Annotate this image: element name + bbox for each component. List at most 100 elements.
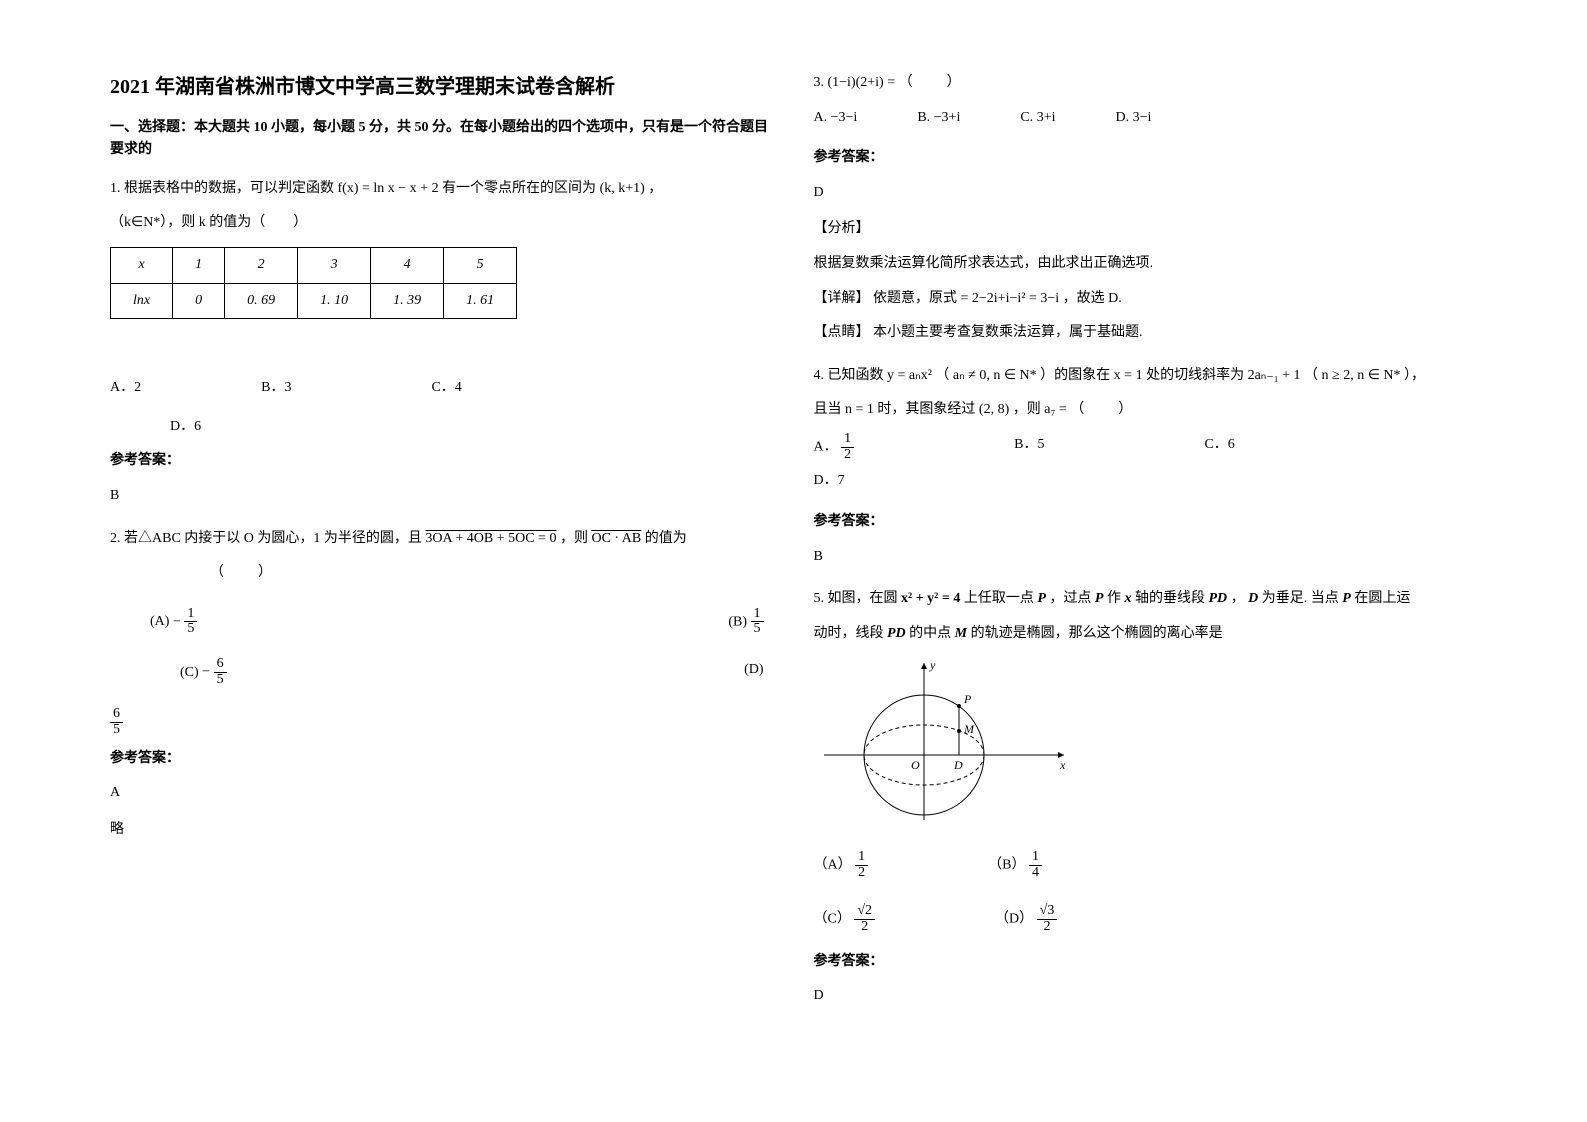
q4-formula2: 2aₙ₋₁ + 1 <box>1248 368 1301 383</box>
q1-text: 1. 根据表格中的数据，可以判定函数 f(x) = ln x − x + 2 有… <box>110 176 774 203</box>
opt-val: −3+i <box>934 110 961 125</box>
numerator: 1 <box>841 432 854 448</box>
q2-text: 2. 若△ABC 内接于以 O 为圆心，1 为半径的圆，且 3OA + 4OB … <box>110 526 774 553</box>
option-c: C. 3+i <box>1020 105 1055 132</box>
answer-value: A <box>110 780 774 807</box>
denominator: 2 <box>1037 920 1058 935</box>
q5-line2: 动时，线段 PD 的中点 M 的轨迹是椭圆，那么这个椭圆的离心率是 <box>814 621 1478 648</box>
q5-text-c: ，过点 <box>1049 591 1091 606</box>
q2-o: O <box>244 531 254 546</box>
q5-l2-b: 的中点 <box>909 626 951 641</box>
q5-l2-c: 的轨迹是椭圆，那么这个椭圆的离心率是 <box>971 626 1223 641</box>
table-header: 5 <box>444 247 517 283</box>
answer-label: 参考答案： <box>814 949 1478 976</box>
question-3: 3. (1−i)(2+i) = （ ） A. −3−i B. −3+i C. 3… <box>814 70 1478 347</box>
opt-label: D. <box>1115 110 1129 125</box>
option-a: A. −3−i <box>814 105 858 132</box>
question-1: 1. 根据表格中的数据，可以判定函数 f(x) = ln x − x + 2 有… <box>110 176 774 510</box>
option-b: B．3 <box>261 375 291 402</box>
q4-text-d: 处的切线斜率为 <box>1146 368 1244 383</box>
opt-val: −3−i <box>831 110 858 125</box>
numerator: √3 <box>1037 904 1058 920</box>
q4-text-b: （ <box>935 368 949 383</box>
q4-formula1: y = aₙx² <box>887 368 932 383</box>
q2-text-d: 的值为 <box>645 531 687 546</box>
frac: √2 2 <box>854 904 875 934</box>
right-column: 3. (1−i)(2+i) = （ ） A. −3−i B. −3+i C. 3… <box>794 70 1498 1052</box>
section-heading: 一、选择题：本大题共 10 小题，每小题 5 分，共 50 分。在每小题给出的四… <box>110 117 774 162</box>
q2-number: 2. <box>110 531 121 546</box>
question-2: 2. 若△ABC 内接于以 O 为圆心，1 为半径的圆，且 3OA + 4OB … <box>110 526 774 844</box>
frac: 1 2 <box>855 850 868 880</box>
table-cell: 1. 61 <box>444 283 517 319</box>
option-b-wrap: (B) 1 5 <box>728 607 763 637</box>
option-a-frac: 1 2 <box>841 432 854 462</box>
option-d-frac-row: 6 5 <box>110 707 774 737</box>
numerator: 1 <box>1029 850 1042 866</box>
q4-cond4: n = 1 <box>845 402 874 417</box>
q1-table: x 1 2 3 4 5 lnx 0 0. 69 1. 10 1. 39 1. 6… <box>110 247 517 319</box>
opt-label: C. <box>1020 110 1033 125</box>
question-4: 4. 已知函数 y = aₙx² （ aₙ ≠ 0, n ∈ N* ）的图象在 … <box>814 363 1478 570</box>
diagram-svg: y x O P M D <box>814 655 1074 825</box>
denominator: 5 <box>751 622 764 637</box>
q3-options: A. −3−i B. −3+i C. 3+i D. 3−i <box>814 105 1478 138</box>
q2-paren: （ ） <box>210 560 774 587</box>
q2-text-b: 为圆心，1 为半径的圆，且 <box>257 531 422 546</box>
q4-cond1: aₙ ≠ 0, n ∈ N* <box>953 368 1037 383</box>
option-a-sign: − <box>173 614 181 629</box>
option-b-frac: 1 5 <box>751 607 764 637</box>
table-cell: 1. 39 <box>371 283 444 319</box>
answer-value: D <box>814 983 1478 1010</box>
denominator: 2 <box>855 866 868 881</box>
option-d: D．6 <box>170 414 774 441</box>
q2-formula2: OC · AB <box>591 531 641 546</box>
option-a: （A） 1 2 <box>814 850 869 880</box>
numerator: √2 <box>854 904 875 920</box>
q5-circle-eq: x² + y² = 4 <box>901 591 960 606</box>
q5-text-d: 作 <box>1107 591 1121 606</box>
q5-P2: P <box>1095 591 1104 606</box>
detail-line: 【详解】 依题意，原式 = 2−2i+i−i² = 3−i ，故选 D. <box>814 286 1478 313</box>
q4-cond3: n ≥ 2, n ∈ N* <box>1322 368 1401 383</box>
numerator: 1 <box>184 607 197 623</box>
q5-text-e: 轴的垂线段 <box>1135 591 1205 606</box>
analysis-label: 【分析】 <box>814 216 1478 243</box>
option-c-frac: 6 5 <box>214 657 227 687</box>
denominator: 2 <box>841 448 854 463</box>
analysis-text: 根据复数乘法运算化简所求表达式，由此求出正确选项. <box>814 251 1478 278</box>
table-header: 3 <box>298 247 371 283</box>
opt-val: 3+i <box>1037 110 1056 125</box>
q4-number: 4. <box>814 368 825 383</box>
label-x: x <box>1059 758 1066 772</box>
answer-label: 参考答案： <box>814 145 1478 172</box>
opt-label: （C） <box>814 912 851 927</box>
answer-label: 参考答案： <box>110 448 774 475</box>
option-c: C．6 <box>1204 432 1234 462</box>
detail-label: 【详解】 <box>814 291 870 306</box>
q5-line1: 5. 如图，在圆 x² + y² = 4 上任取一点 P ，过点 P 作 x 轴… <box>814 586 1478 613</box>
q4-target: a₇ = <box>1044 402 1067 417</box>
q5-text-h: 在圆上运 <box>1354 591 1410 606</box>
q4-text-a: 已知函数 <box>828 368 884 383</box>
q5-text-b: 上任取一点 <box>964 591 1034 606</box>
q4-l2-c: ，则 <box>1013 402 1041 417</box>
option-b: （B） 1 4 <box>988 850 1042 880</box>
paren: （ ） <box>899 75 963 90</box>
q5-text-a: 如图，在圆 <box>828 591 898 606</box>
question-5: 5. 如图，在圆 x² + y² = 4 上任取一点 P ，过点 P 作 x 轴… <box>814 586 1478 1010</box>
label-D: D <box>953 758 963 772</box>
opt-label: （D） <box>995 912 1033 927</box>
q5-text-f: ， <box>1231 591 1245 606</box>
option-c: C．4 <box>431 375 461 402</box>
option-d: D．7 <box>814 468 845 495</box>
denominator: 2 <box>854 920 875 935</box>
option-b: B．5 <box>1014 432 1044 462</box>
table-cell: lnx <box>111 283 173 319</box>
table-cell: 1. 10 <box>298 283 371 319</box>
denominator: 4 <box>1029 866 1042 881</box>
q4-options: A． 1 2 B．5 C．6 D．7 <box>814 432 1478 501</box>
frac: 1 4 <box>1029 850 1042 880</box>
q1-number: 1. <box>110 181 121 196</box>
table-row: x 1 2 3 4 5 <box>111 247 517 283</box>
